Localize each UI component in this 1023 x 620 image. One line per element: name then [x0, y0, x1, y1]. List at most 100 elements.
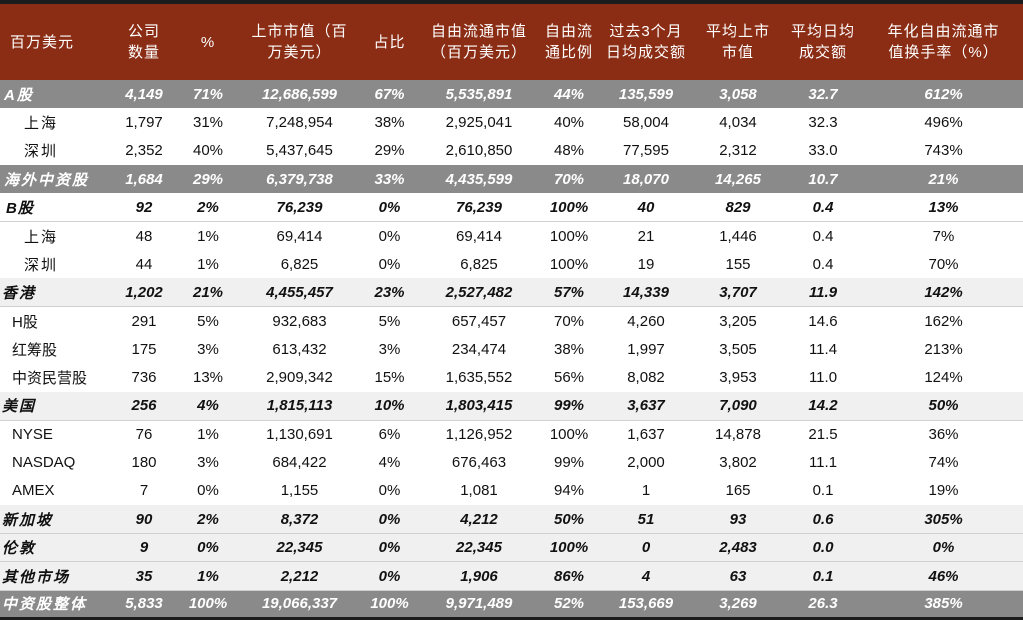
- table-cell: 1,081: [460, 482, 498, 500]
- table-cell: 743%: [924, 142, 963, 160]
- table-cell: 0%: [378, 255, 401, 273]
- table-cell: 5%: [378, 312, 401, 330]
- row-label: B股: [6, 199, 34, 217]
- table-cell: 2,909,342: [266, 369, 333, 387]
- table-cell: 46%: [928, 567, 959, 585]
- table-cell: 6,379,738: [266, 170, 333, 188]
- table-cell: 124%: [924, 369, 963, 387]
- table-cell: 1%: [197, 426, 219, 444]
- table-cell: 14,878: [715, 426, 761, 444]
- column-header: 公司 数量: [127, 23, 160, 61]
- row-label: AMEX: [12, 482, 55, 500]
- table-cell: 3,953: [719, 369, 757, 387]
- table-cell: 1,446: [719, 227, 757, 245]
- table-cell: 162%: [924, 312, 963, 330]
- table-cell: 18,070: [623, 170, 669, 188]
- table-cell: 5%: [197, 312, 219, 330]
- table-cell: 15%: [374, 369, 405, 387]
- group-row: A股 4,149 71% 12,686,599 67% 5,535,891 44% 135,5…: [0, 80, 1023, 109]
- table-cell: 44%: [553, 85, 585, 103]
- table-cell: 2,925,041: [445, 114, 513, 132]
- group-row: 新加坡 90 2% 8,372 0% 4,212 50% 51 93 0.6 305%: [0, 505, 1023, 534]
- group-row: B股 92 2% 76,239 0% 76,239 100% 40 829 0.4 13%: [0, 193, 1023, 222]
- table-cell: 22,345: [276, 539, 323, 557]
- table-cell: 4,260: [627, 312, 665, 330]
- table-cell: 21.5: [808, 426, 838, 444]
- table-cell: 256: [131, 397, 157, 415]
- table-cell: 100%: [549, 255, 589, 273]
- table-cell: 77,595: [623, 142, 669, 160]
- table-cell: 2%: [197, 198, 219, 216]
- table-cell: 0%: [197, 539, 219, 557]
- table-cell: 0%: [378, 227, 401, 245]
- table-cell: 14.6: [808, 312, 838, 330]
- table-cell: 99%: [553, 454, 585, 472]
- table-cell: 676,463: [451, 454, 507, 472]
- table-cell: 1,130,691: [266, 426, 333, 444]
- table-cell: 2,212: [280, 567, 319, 585]
- table-cell: 76,239: [276, 198, 323, 216]
- table-row: NASDAQ 180 3% 684,422 4% 676,463 99% 2,000 3,802…: [0, 448, 1023, 476]
- table-cell: 7%: [932, 227, 955, 245]
- column-header: %: [200, 33, 216, 51]
- row-label: 新加坡: [2, 511, 54, 529]
- table-cell: 40: [637, 198, 655, 216]
- table-cell: 71%: [192, 85, 224, 103]
- table-cell: 4%: [197, 397, 219, 415]
- table-cell: 305%: [924, 510, 963, 528]
- row-label: A股: [4, 86, 34, 104]
- table-cell: 0.1: [812, 482, 834, 500]
- table-cell: 90: [135, 510, 153, 528]
- table-cell: 3%: [197, 454, 219, 472]
- table-cell: 135,599: [618, 85, 674, 103]
- table-cell: 234,474: [451, 340, 507, 358]
- table-cell: 33.0: [808, 142, 838, 160]
- table-cell: 1,684: [125, 170, 163, 188]
- table-cell: 70%: [553, 170, 585, 188]
- column-header: 上市市值（百 万美元）: [251, 23, 348, 61]
- table-cell: 100%: [549, 426, 589, 444]
- table-cell: 1%: [197, 567, 219, 585]
- table-cell: 36%: [928, 426, 959, 444]
- total-row: 中资股整体 5,833 100% 19,066,337 100% 9,971,489 52%…: [0, 590, 1023, 619]
- table-cell: 5,437,645: [266, 142, 333, 160]
- table-cell: 0%: [378, 510, 401, 528]
- table-cell: 69,414: [456, 227, 502, 245]
- table-cell: 3,707: [719, 283, 757, 301]
- table-cell: 0%: [378, 482, 401, 500]
- table-cell: 67%: [374, 85, 405, 103]
- table-cell: 6,825: [280, 255, 319, 273]
- table-cell: 496%: [924, 114, 963, 132]
- table-cell: 8,082: [627, 369, 665, 387]
- table-cell: 44: [135, 255, 153, 273]
- table-cell: 829: [725, 198, 751, 216]
- table-cell: 23%: [374, 283, 405, 301]
- table-cell: 0.0: [812, 539, 834, 557]
- table-cell: 13%: [928, 198, 959, 216]
- table-cell: 932,683: [272, 312, 327, 330]
- table-cell: 7,090: [719, 397, 757, 415]
- table-cell: 1%: [197, 255, 219, 273]
- table-cell: 4,212: [460, 510, 498, 528]
- table-cell: 213%: [924, 340, 963, 358]
- group-row: 美国 256 4% 1,815,113 10% 1,803,415 99% 3,637 7,09…: [0, 391, 1023, 421]
- table-cell: 1,155: [280, 482, 319, 500]
- group-row: 海外中资股 1,684 29% 6,379,738 33% 4,435,599 70% 18,…: [0, 165, 1023, 194]
- table-cell: 19,066,337: [261, 595, 338, 613]
- table-cell: 0.4: [812, 255, 834, 273]
- table-cell: 40%: [553, 114, 585, 132]
- row-label: 伦敦: [2, 540, 37, 558]
- column-header: 年化自由流通市 值换手率（%）: [887, 23, 1000, 61]
- table-cell: 7,248,954: [266, 114, 333, 132]
- table-cell: 32.3: [808, 114, 838, 132]
- table-cell: 2,527,482: [445, 283, 513, 301]
- table-cell: 70%: [553, 312, 585, 330]
- table-cell: 2,352: [125, 142, 163, 160]
- table-cell: 19: [637, 255, 655, 273]
- table-cell: 8,372: [280, 510, 319, 528]
- table-cell: 74%: [928, 454, 959, 472]
- table-cell: 165: [725, 482, 751, 500]
- table-cell: 38%: [553, 340, 585, 358]
- table-body: A股 4,149 71% 12,686,599 67% 5,535,891 44% 135,5…: [0, 80, 1023, 619]
- table-cell: 657,457: [451, 312, 507, 330]
